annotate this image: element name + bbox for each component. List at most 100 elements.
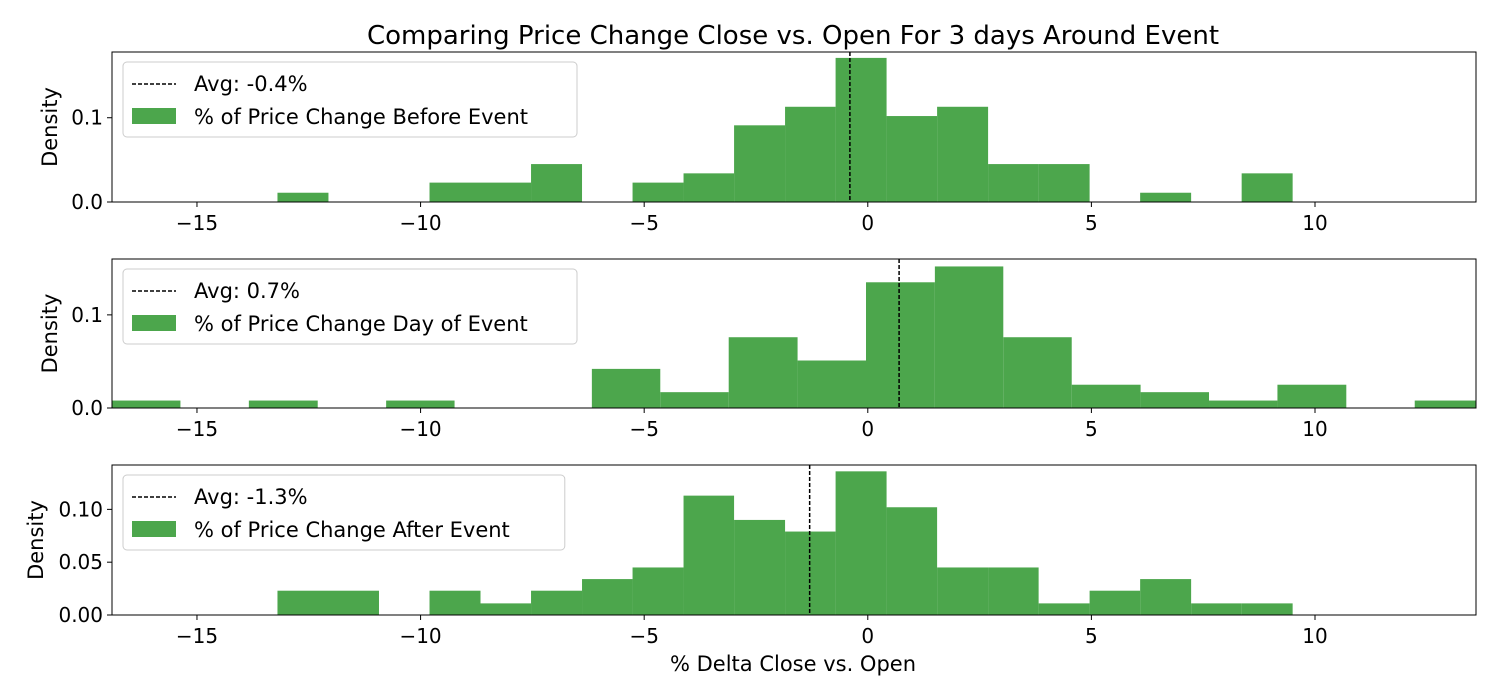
x-axis-label: % Delta Close vs. Open — [670, 652, 916, 676]
histogram-bar — [1140, 579, 1192, 615]
x-tick-label: 5 — [1085, 417, 1098, 441]
histogram-bar — [835, 57, 887, 202]
histogram-bar — [866, 282, 935, 408]
legend-label-series: % of Price Change Before Event — [194, 105, 528, 129]
histogram-bar — [1241, 173, 1293, 202]
legend-bar-swatch — [132, 315, 176, 331]
panel-2: −15 −10 −5 0 5 10 0.0 0.1 Density Avg: 0.7% % of P… — [38, 258, 1477, 441]
legend-box — [122, 61, 578, 138]
legend-label-series: % of Price Change After Event — [194, 518, 510, 542]
y-tick-label: 0.1 — [71, 106, 103, 130]
x-tick-label: −10 — [399, 624, 441, 648]
figure-title: Comparing Price Change Close vs. Open Fo… — [367, 21, 1219, 51]
histogram-bar — [1191, 603, 1242, 615]
x-tick-label: 5 — [1085, 624, 1098, 648]
histogram-bar — [886, 116, 938, 202]
histogram-bar — [1277, 384, 1347, 408]
panel-1: −15 −10 −5 0 5 10 0.0 0.1 Density Avg: -0.4% % of … — [38, 51, 1477, 235]
histogram-bar — [429, 590, 481, 615]
x-tick-label: 0 — [861, 417, 874, 441]
histogram-bar — [785, 106, 836, 202]
histogram-bar — [429, 182, 481, 202]
histogram-bar — [1140, 392, 1210, 408]
histogram-bar — [1140, 192, 1192, 202]
histogram-bar — [988, 164, 1039, 202]
histogram-bar — [277, 590, 329, 615]
legend-bar-swatch — [132, 108, 176, 124]
axes-frame — [111, 51, 1477, 203]
x-tick-label: −5 — [629, 417, 658, 441]
histogram-bar — [1003, 337, 1072, 408]
histogram-bar — [1089, 590, 1141, 615]
histogram-bar — [683, 495, 735, 615]
x-tick-label: −15 — [176, 211, 218, 235]
x-tick-label: 10 — [1302, 624, 1327, 648]
y-tick-label: 0.10 — [58, 497, 103, 521]
x-tick-label: −15 — [176, 624, 218, 648]
x-tick-label: 10 — [1302, 417, 1327, 441]
histogram-bar — [112, 400, 181, 408]
y-tick-label: 0.00 — [58, 603, 103, 627]
y-axis-label: Density — [38, 294, 62, 374]
histogram-bar — [1038, 164, 1090, 202]
y-axis-label: Density — [38, 87, 62, 167]
x-tick-label: −15 — [176, 417, 218, 441]
histogram-bar — [1241, 603, 1293, 615]
histogram-bar — [934, 266, 1004, 408]
x-tick-label: 5 — [1085, 211, 1098, 235]
axes-frame — [111, 258, 1477, 409]
legend: Avg: -0.4% % of Price Change Before Event — [122, 61, 578, 138]
legend-box — [122, 268, 578, 345]
legend: Avg: -1.3% % of Price Change After Event — [122, 474, 566, 551]
histogram-bar — [1038, 603, 1090, 615]
legend-bar-swatch — [132, 521, 176, 537]
histogram-bar — [1414, 400, 1476, 408]
x-tick-label: 0 — [861, 211, 874, 235]
x-tick-label: −10 — [399, 417, 441, 441]
histogram-bar — [937, 106, 989, 202]
panels: −15 −10 −5 0 5 10 0.0 0.1 Density Avg: -0.4% % of … — [24, 51, 1477, 648]
panel-3: −15 −10 −5 0 5 10 0.00 0.05 0.10 Density Avg: -1.3… — [24, 464, 1477, 648]
axes-frame — [111, 464, 1477, 616]
histogram-bar — [660, 392, 729, 408]
histogram-bar — [734, 125, 786, 202]
histogram-bar — [277, 192, 329, 202]
legend-label-average: Avg: -0.4% — [194, 72, 308, 96]
legend-label-series: % of Price Change Day of Event — [194, 312, 528, 336]
histogram-bar — [1071, 384, 1141, 408]
histogram-bar — [531, 164, 583, 202]
histogram-bar — [797, 360, 867, 408]
histogram-bar — [582, 579, 633, 615]
legend-box — [122, 474, 566, 551]
histogram-bar — [988, 567, 1039, 615]
histogram-bar — [728, 337, 798, 408]
histogram-bar — [886, 507, 938, 615]
histogram-bar — [937, 567, 989, 615]
histogram-bar — [386, 400, 455, 408]
y-tick-label: 0.0 — [71, 396, 103, 420]
histogram-bar — [632, 182, 684, 202]
histogram-bar — [480, 603, 532, 615]
histogram-bar — [328, 590, 379, 615]
x-tick-label: 10 — [1302, 211, 1327, 235]
x-tick-label: −5 — [629, 211, 658, 235]
histogram-bar — [1209, 400, 1278, 408]
y-tick-label: 0.0 — [71, 190, 103, 214]
x-tick-label: −5 — [629, 624, 658, 648]
histogram-bar — [248, 400, 318, 408]
y-tick-label: 0.1 — [71, 303, 103, 327]
y-tick-label: 0.05 — [58, 550, 103, 574]
histogram-bar — [480, 182, 532, 202]
histogram-bar — [734, 519, 786, 615]
legend: Avg: 0.7% % of Price Change Day of Event — [122, 268, 578, 345]
y-axis-label: Density — [24, 500, 48, 580]
histogram-bar — [632, 567, 684, 615]
x-tick-label: 0 — [861, 624, 874, 648]
x-tick-label: −10 — [399, 211, 441, 235]
legend-label-average: Avg: 0.7% — [194, 279, 300, 303]
histogram-bar — [683, 173, 735, 202]
legend-label-average: Avg: -1.3% — [194, 485, 308, 509]
histogram-bar — [531, 590, 583, 615]
histogram-bar — [591, 368, 661, 408]
